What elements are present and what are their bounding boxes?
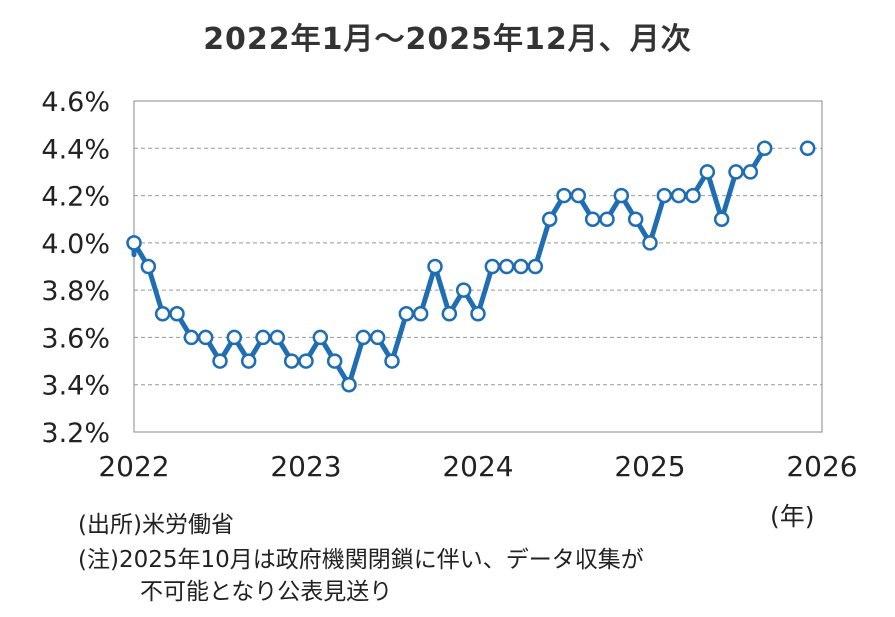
data-point [742, 164, 759, 180]
data-point [226, 329, 243, 346]
x-tick-label: 2023 [270, 450, 341, 483]
data-point [126, 235, 142, 251]
data-point [756, 140, 773, 157]
data-point [470, 306, 486, 322]
data-point [527, 258, 544, 275]
source-note: (出所)米労働省 [78, 512, 234, 538]
data-point [556, 187, 572, 204]
data-point [369, 329, 386, 346]
series-points [126, 140, 816, 393]
y-axis-tick-labels: 3.2% 3.4% 3.6% 3.8% 4.0% 4.2% 4.4% 4.6% [41, 87, 110, 449]
footnote-line-1: (注)2025年10月は政府機関閉鎖に伴い、データ収集が [78, 547, 644, 573]
data-point [398, 306, 415, 322]
footnote-line-2: 不可能となり公表見送り [140, 579, 393, 605]
grid-lines [134, 147, 822, 386]
data-point [656, 187, 673, 204]
y-tick-label: 4.0% [41, 229, 110, 260]
y-tick-label: 3.4% [41, 371, 110, 402]
x-tick-label: 2024 [442, 450, 513, 483]
data-point [312, 329, 329, 346]
data-point [713, 211, 730, 227]
data-point [384, 353, 400, 369]
data-point [799, 140, 816, 157]
data-point [255, 329, 271, 346]
x-axis-tick-labels: 2022 2023 2024 2025 2026 [98, 450, 857, 483]
data-point [298, 353, 314, 369]
data-point [341, 376, 357, 393]
data-point [212, 353, 228, 369]
data-point [240, 353, 257, 369]
y-tick-label: 3.6% [41, 323, 110, 354]
y-tick-label: 4.2% [41, 182, 110, 213]
data-point [183, 329, 200, 346]
x-axis-unit-label: (年) [770, 502, 815, 531]
series-line-segment [131, 145, 768, 388]
data-point [412, 306, 429, 322]
plot-area-border [133, 100, 823, 433]
data-point [728, 164, 744, 180]
data-point [613, 187, 630, 204]
y-tick-label: 4.6% [41, 87, 110, 118]
data-point [355, 329, 372, 346]
data-point [455, 282, 472, 298]
data-point [140, 258, 157, 275]
x-tick-label: 2022 [98, 450, 169, 483]
data-point [441, 306, 458, 322]
data-point [269, 329, 286, 346]
y-tick-label: 3.8% [41, 276, 110, 307]
data-point [169, 306, 185, 322]
y-tick-label: 4.4% [41, 134, 110, 165]
data-point [627, 211, 644, 227]
data-point [642, 235, 658, 251]
series-line [131, 145, 768, 388]
data-point [541, 211, 558, 227]
y-tick-label: 3.2% [41, 418, 110, 449]
data-point [599, 211, 615, 227]
data-point [584, 211, 601, 227]
data-point [326, 353, 343, 369]
data-point [570, 187, 587, 204]
data-point [685, 187, 701, 204]
chart-title: 2022年1月～2025年12月、月次 [203, 22, 692, 57]
data-point [283, 353, 300, 369]
data-point [699, 164, 716, 180]
data-point [154, 306, 171, 322]
data-point [513, 258, 529, 275]
data-point [484, 258, 501, 275]
data-point [197, 329, 214, 346]
x-tick-label: 2026 [786, 450, 857, 483]
x-tick-label: 2025 [614, 450, 685, 483]
data-point [498, 258, 515, 275]
data-point [427, 258, 443, 275]
data-point [670, 187, 687, 204]
